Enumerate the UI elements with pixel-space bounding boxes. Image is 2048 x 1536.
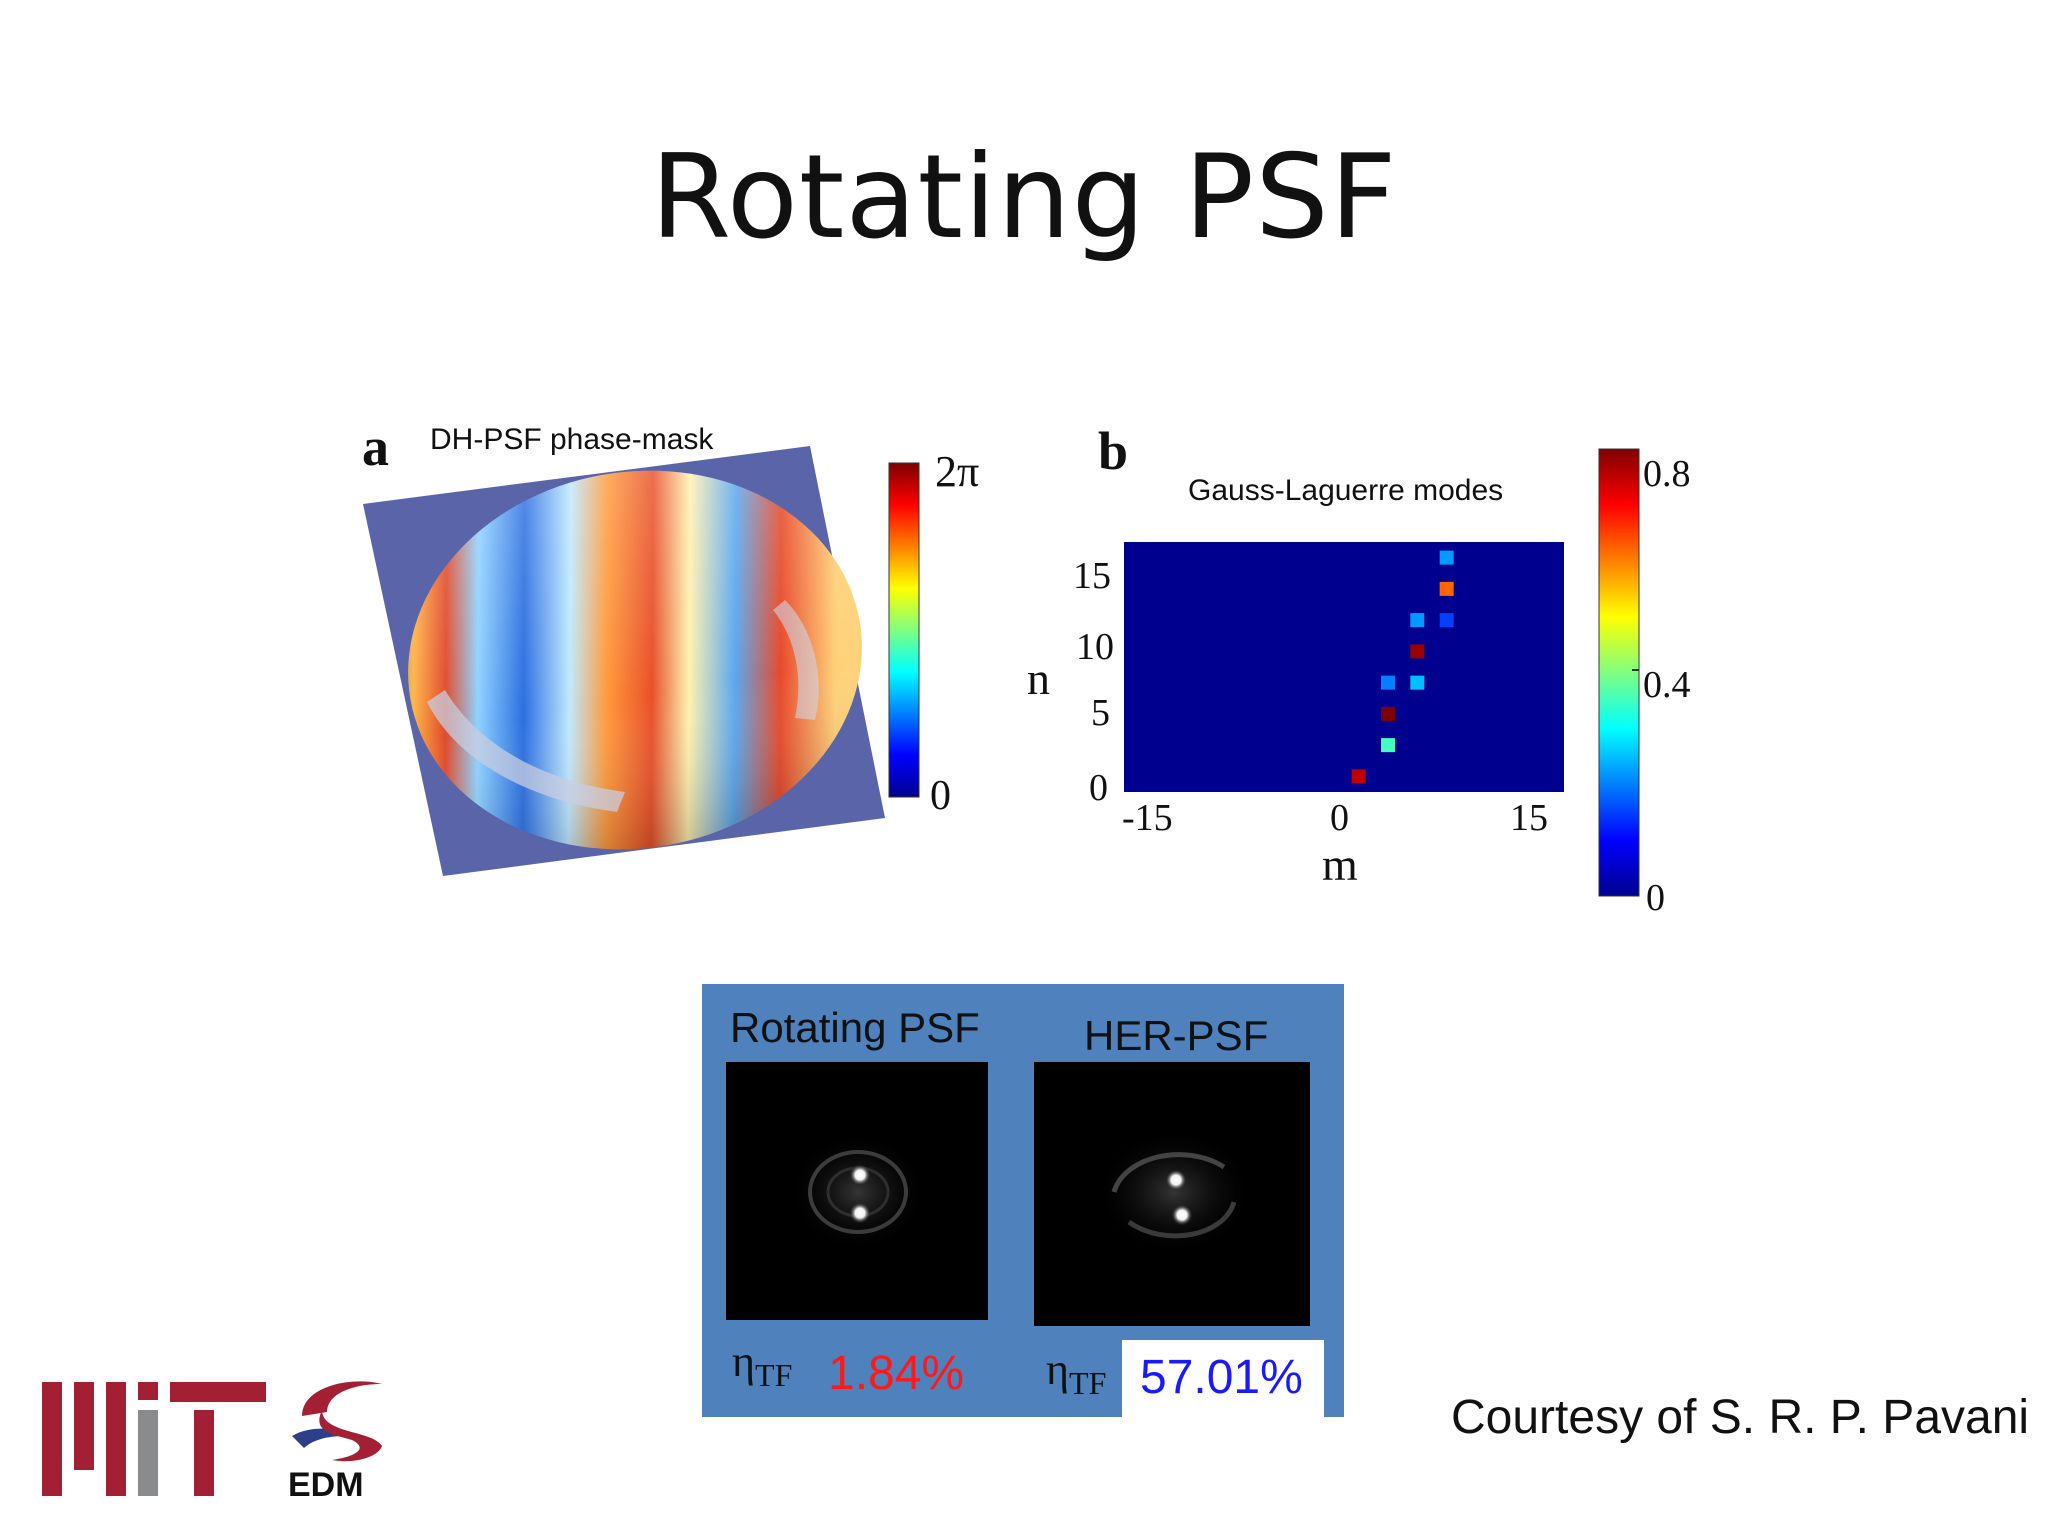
panel-a-title: DH-PSF phase-mask <box>430 423 714 456</box>
eta-subscript: TF <box>755 1356 793 1393</box>
x-tick-label: 15 <box>1510 797 1548 839</box>
heatmap-cell <box>1410 613 1425 628</box>
panel-b-letter: b <box>1098 421 1129 481</box>
eta-tf-left: ηTF <box>732 1336 792 1394</box>
x-tick-label: 0 <box>1330 797 1349 839</box>
heatmap-cell <box>1381 706 1395 721</box>
heatmap-cell <box>1439 550 1454 565</box>
colorbar-tick-label: 0.4 <box>1643 664 1691 706</box>
panel-a-letter: a <box>362 417 389 477</box>
y-tick-label: 15 <box>1073 555 1111 597</box>
mit-logo <box>42 1382 266 1496</box>
y-tick-label: 10 <box>1076 626 1114 668</box>
credit-text: Courtesy of S. R. P. Pavani <box>1451 1391 2030 1444</box>
panel-b-xlabel: m <box>1322 839 1358 890</box>
panel-a-colorbar-max: 2π <box>935 447 980 496</box>
heatmap-cell <box>1381 675 1395 690</box>
heatmap-cell <box>1439 581 1454 596</box>
psf-comparison-inset: Rotating PSF HER-PSF <box>702 984 1344 1417</box>
phase-mask-image <box>363 446 885 876</box>
colorbar-tick-label: 0 <box>1646 877 1665 919</box>
y-tick-label: 5 <box>1091 692 1110 734</box>
y-tick-label: 0 <box>1089 767 1108 809</box>
rotating-psf-label: Rotating PSF <box>730 1004 980 1051</box>
her-psf-image <box>1034 1062 1310 1326</box>
colorbar-tick-label: 0.8 <box>1643 453 1691 495</box>
panel-a-colorbar <box>888 462 920 798</box>
heatmap-cell <box>1410 675 1425 690</box>
eta-symbol: η <box>1046 1345 1070 1394</box>
her-psf-efficiency: 57.01% <box>1140 1351 1303 1404</box>
eta-tf-right: ηTF <box>1046 1344 1106 1402</box>
her-psf-label: HER-PSF <box>1084 1012 1269 1059</box>
panel-b-ylabel: n <box>1027 653 1050 704</box>
heatmap-cell <box>1381 738 1395 753</box>
her-psf-efficiency-box <box>1122 1340 1324 1417</box>
rotating-psf-efficiency: 1.84% <box>828 1347 965 1400</box>
rotating-psf-image <box>726 1062 988 1320</box>
edm-logo-mark <box>292 1381 382 1462</box>
heatmap-cell <box>1439 613 1454 628</box>
panel-b-title: Gauss-Laguerre modes <box>1188 474 1504 507</box>
heatmap-cell <box>1410 644 1425 659</box>
eta-symbol: η <box>732 1337 756 1386</box>
edm-logo-text: EDM <box>288 1466 364 1504</box>
gl-modes-heatmap <box>1124 542 1564 792</box>
x-tick-label: -15 <box>1122 797 1173 839</box>
heatmap-cell <box>1351 769 1366 784</box>
mit-logo-text: MIT <box>0 0 1 1</box>
eta-subscript: TF <box>1069 1364 1107 1401</box>
panel-b-colorbar <box>1598 448 1640 897</box>
heatmap-background <box>1124 542 1564 792</box>
panel-a-colorbar-min: 0 <box>930 773 951 819</box>
slide-title: Rotating PSF <box>650 130 1398 265</box>
